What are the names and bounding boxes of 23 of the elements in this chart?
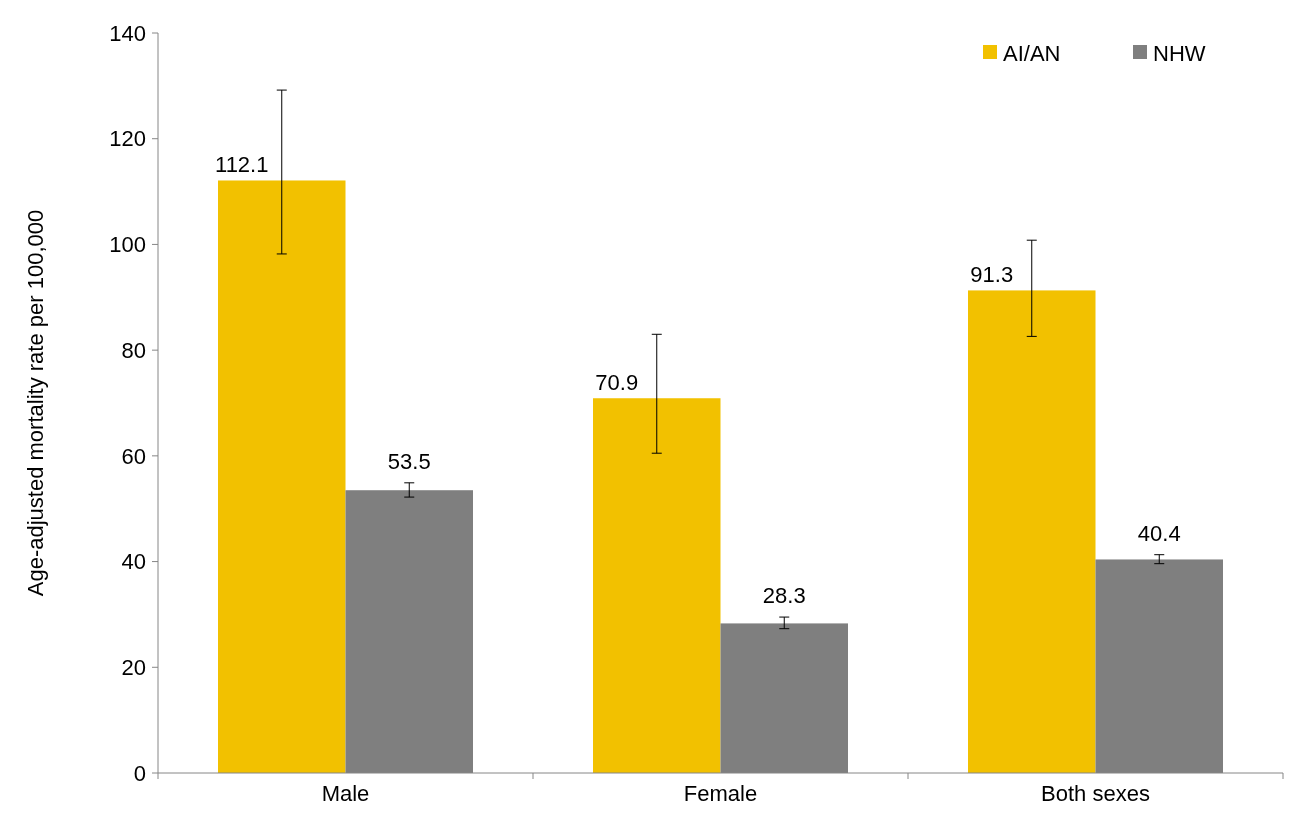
y-tick-label: 40 — [121, 549, 146, 575]
data-label: 70.9 — [595, 370, 639, 396]
bar — [968, 290, 1096, 773]
data-label: 28.3 — [762, 583, 806, 609]
y-tick-label: 140 — [109, 20, 146, 46]
y-tick-label: 100 — [109, 232, 146, 258]
x-tick-label: Both sexes — [1041, 781, 1150, 806]
y-tick-label: 0 — [133, 760, 146, 786]
x-tick-label: Female — [683, 781, 758, 806]
data-label: 53.5 — [387, 448, 431, 474]
bar — [593, 398, 721, 773]
legend-label: NHW — [1153, 40, 1206, 66]
legend-label: AI/AN — [1003, 40, 1061, 66]
y-axis-title: Age-adjusted mortality rate per 100,000 — [23, 209, 48, 597]
y-tick-label: 20 — [121, 654, 146, 680]
data-label: 40.4 — [1137, 520, 1181, 546]
y-tick-label: 120 — [109, 126, 146, 152]
x-tick-label: Male — [321, 781, 370, 806]
y-tick-label: 60 — [121, 443, 146, 469]
y-tick-label: 80 — [121, 337, 146, 363]
data-label: 112.1 — [215, 152, 269, 178]
bar — [218, 180, 346, 773]
data-label: 91.3 — [970, 262, 1014, 288]
